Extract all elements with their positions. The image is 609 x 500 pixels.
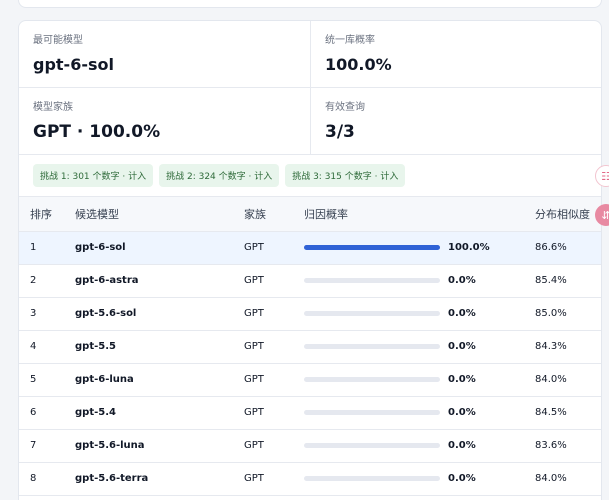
stat-unified-probability: 统一库概率 100.0% (310, 21, 601, 88)
stat-value: 3/3 (325, 122, 355, 142)
probability-bar-cell (304, 396, 448, 430)
challenge-chip: 挑战 3: 315 个数字 · 计入 (285, 164, 406, 187)
candidate-table: 排序 候选模型 家族 归因概率 分布相似度 1 gpt-6-sol GPT 100.0… (19, 197, 601, 496)
rank-cell: 4 (19, 330, 75, 364)
header-similarity[interactable]: 分布相似度 (535, 197, 601, 232)
header-probability[interactable]: 归因概率 (304, 197, 448, 232)
rank-cell: 2 (19, 264, 75, 298)
rank-cell: 3 (19, 297, 75, 331)
model-cell: gpt-6-astra (75, 264, 244, 298)
model-cell: gpt-5.5 (75, 330, 244, 364)
probability-bar (304, 278, 440, 283)
probability-bar (304, 410, 440, 415)
table-header-row: 排序 候选模型 家族 归因概率 分布相似度 (19, 197, 601, 232)
similarity-cell: 84.3% (535, 330, 601, 364)
table-row[interactable]: 1 gpt-6-sol GPT 100.0% 86.6% (19, 231, 601, 265)
challenge-chip: 挑战 1: 301 个数字 · 计入 (33, 164, 154, 187)
similarity-cell: 85.4% (535, 264, 601, 298)
model-cell: gpt-5.6-terra (75, 462, 244, 496)
family-cell: GPT (244, 462, 304, 496)
family-cell: GPT (244, 429, 304, 463)
probability-cell: 0.0% (448, 330, 535, 364)
stat-model-family: 模型家族 GPT · 100.0% (19, 88, 310, 155)
probability-cell: 0.0% (448, 462, 535, 496)
challenge-chip: 挑战 2: 324 个数字 · 计入 (159, 164, 280, 187)
probability-cell: 0.0% (448, 429, 535, 463)
stat-label: 模型家族 (33, 102, 73, 113)
probability-cell: 0.0% (448, 297, 535, 331)
similarity-cell: 86.6% (535, 231, 601, 265)
model-cell: gpt-5.6-luna (75, 429, 244, 463)
probability-bar (304, 311, 440, 316)
probability-bar-cell (304, 330, 448, 364)
similarity-cell: 84.5% (535, 396, 601, 430)
probability-cell: 0.0% (448, 363, 535, 397)
probability-bar (304, 377, 440, 382)
attribution-result-card: 最可能模型 gpt-6-sol 统一库概率 100.0% 模型家族 GPT · … (18, 20, 602, 500)
table-row[interactable]: 4 gpt-5.5 GPT 0.0% 84.3% (19, 330, 601, 364)
probability-bar-cell (304, 297, 448, 331)
probability-bar-fill (304, 245, 440, 250)
probability-bar (304, 344, 440, 349)
rank-cell: 6 (19, 396, 75, 430)
stat-label: 最可能模型 (33, 35, 83, 46)
header-model[interactable]: 候选模型 (75, 197, 244, 232)
previous-card (18, 0, 602, 8)
similarity-cell: 85.0% (535, 297, 601, 331)
family-cell: GPT (244, 363, 304, 397)
rank-cell: 5 (19, 363, 75, 397)
summary-stats: 最可能模型 gpt-6-sol 统一库概率 100.0% 模型家族 GPT · … (19, 21, 601, 155)
menu-icon[interactable]: ☷ (595, 165, 609, 187)
probability-bar-cell (304, 363, 448, 397)
stat-valid-queries: 有效查询 3/3 (310, 88, 601, 155)
similarity-cell: 84.0% (535, 363, 601, 397)
similarity-cell: 84.0% (535, 462, 601, 496)
table-row[interactable]: 5 gpt-6-luna GPT 0.0% 84.0% (19, 363, 601, 397)
probability-bar (304, 443, 440, 448)
challenge-chips: 挑战 1: 301 个数字 · 计入 挑战 2: 324 个数字 · 计入 挑战… (19, 155, 601, 197)
probability-bar (304, 245, 440, 250)
probability-cell: 0.0% (448, 396, 535, 430)
rank-cell: 7 (19, 429, 75, 463)
table-row[interactable]: 2 gpt-6-astra GPT 0.0% 85.4% (19, 264, 601, 298)
stat-value: GPT · 100.0% (33, 122, 161, 142)
stat-value: 100.0% (325, 55, 392, 74)
probability-bar-cell (304, 231, 448, 265)
stat-top-model: 最可能模型 gpt-6-sol (19, 21, 310, 88)
header-probability-value (448, 197, 535, 232)
table-row[interactable]: 8 gpt-5.6-terra GPT 0.0% 84.0% (19, 462, 601, 496)
family-cell: GPT (244, 330, 304, 364)
family-cell: GPT (244, 396, 304, 430)
model-cell: gpt-5.6-sol (75, 297, 244, 331)
family-cell: GPT (244, 264, 304, 298)
stat-label: 有效查询 (325, 102, 365, 113)
probability-cell: 100.0% (448, 231, 535, 265)
probability-bar-cell (304, 462, 448, 496)
similarity-cell: 83.6% (535, 429, 601, 463)
rank-cell: 8 (19, 462, 75, 496)
stat-label: 统一库概率 (325, 35, 375, 46)
rank-cell: 1 (19, 231, 75, 265)
model-cell: gpt-5.4 (75, 396, 244, 430)
probability-bar-cell (304, 264, 448, 298)
family-cell: GPT (244, 231, 304, 265)
probability-cell: 0.0% (448, 264, 535, 298)
probability-bar (304, 476, 440, 481)
model-cell: gpt-6-sol (75, 231, 244, 265)
family-cell: GPT (244, 297, 304, 331)
probability-bar-cell (304, 429, 448, 463)
model-cell: gpt-6-luna (75, 363, 244, 397)
stat-value: gpt-6-sol (33, 55, 114, 74)
scroll-top-icon[interactable]: ⇵ (595, 204, 609, 226)
table-row[interactable]: 3 gpt-5.6-sol GPT 0.0% 85.0% (19, 297, 601, 331)
table-row[interactable]: 7 gpt-5.6-luna GPT 0.0% 83.6% (19, 429, 601, 463)
table-row[interactable]: 6 gpt-5.4 GPT 0.0% 84.5% (19, 396, 601, 430)
header-rank[interactable]: 排序 (19, 197, 75, 232)
header-family[interactable]: 家族 (244, 197, 304, 232)
